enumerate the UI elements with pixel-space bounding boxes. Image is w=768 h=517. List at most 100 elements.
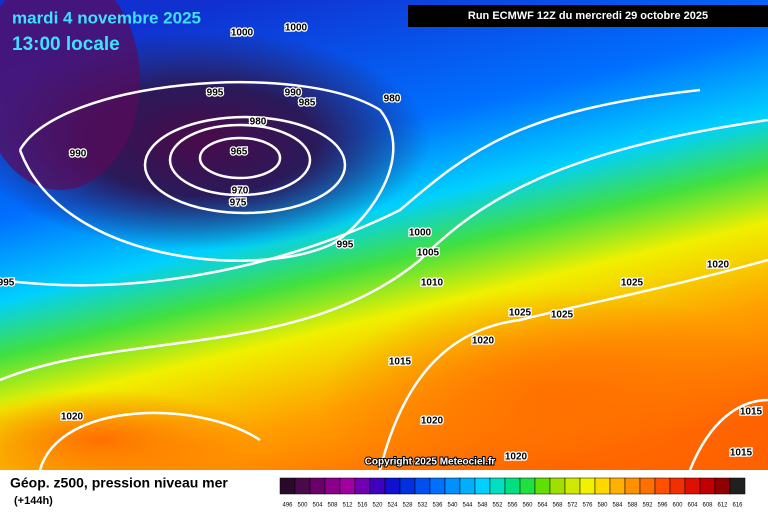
scale-swatch <box>669 477 686 495</box>
scale-swatch <box>414 477 431 495</box>
scale-swatch <box>384 477 401 495</box>
scale-label: 600 <box>672 503 683 509</box>
scale-label: 596 <box>657 503 668 509</box>
scale-swatch <box>309 477 326 495</box>
isobar-label: 965 <box>231 147 248 158</box>
scale-label: 524 <box>387 503 398 509</box>
isobar-label: 1010 <box>421 278 444 289</box>
isobar-label: 1020 <box>707 260 730 271</box>
scale-label: 552 <box>492 503 503 509</box>
scale-swatch <box>654 477 671 495</box>
isobar-label: 1025 <box>509 308 532 319</box>
isobar-label: 1015 <box>730 448 753 459</box>
scale-swatch <box>294 477 311 495</box>
isobar-label: 1000 <box>285 23 308 34</box>
scale-swatch <box>324 477 341 495</box>
scale-label: 592 <box>642 503 653 509</box>
scale-label: 604 <box>687 503 698 509</box>
scale-swatch <box>609 477 626 495</box>
isobar-label: 1000 <box>231 28 254 39</box>
scale-label: 564 <box>537 503 548 509</box>
scale-swatch <box>489 477 506 495</box>
scale-label: 536 <box>432 503 443 509</box>
isobar-label: 980 <box>250 117 267 128</box>
isobar-label: 1025 <box>551 310 574 321</box>
isobar-label: 995 <box>337 240 354 251</box>
warm-region <box>320 290 768 510</box>
scale-swatch <box>534 477 551 495</box>
scale-swatch <box>519 477 536 495</box>
scale-swatch <box>474 477 491 495</box>
run-box <box>408 5 768 27</box>
footer-lead: (+144h) <box>14 495 53 507</box>
scale-swatch <box>429 477 446 495</box>
color-scale: 496 500 504 508 512 516 520 524 528 532 536 540 544 5… <box>279 477 746 509</box>
scale-swatch <box>699 477 716 495</box>
cold-pool <box>0 0 140 190</box>
scale-swatch <box>354 477 371 495</box>
scale-label: 520 <box>372 503 383 509</box>
isobar-label: 970 <box>232 186 249 197</box>
scale-label: 512 <box>342 503 353 509</box>
scale-label: 500 <box>297 503 308 509</box>
scale-swatch <box>594 477 611 495</box>
isobar-label: 975 <box>230 198 247 209</box>
scale-swatch <box>714 477 731 495</box>
isobar-label: 995 <box>207 88 224 99</box>
date: mardi 4 novembre 2025 <box>12 8 201 27</box>
isobar-label: 985 <box>299 98 316 109</box>
scale-label: 560 <box>522 503 533 509</box>
scale-label: 548 <box>477 503 488 509</box>
scale-swatch <box>459 477 476 495</box>
scale-label: 608 <box>702 503 713 509</box>
isobar-label: 980 <box>384 94 401 105</box>
isobar-label: 1020 <box>421 416 444 427</box>
isobar-label: 1020 <box>472 336 495 347</box>
scale-label: 576 <box>582 503 593 509</box>
scale-label: 544 <box>462 503 473 509</box>
scale-swatch <box>444 477 461 495</box>
time: 13:00 locale <box>12 34 120 55</box>
scale-label: 612 <box>717 503 728 509</box>
isobar-label: 990 <box>285 88 302 99</box>
isobar-label: 1025 <box>621 278 644 289</box>
scale-swatch <box>639 477 656 495</box>
isobars <box>0 80 768 471</box>
run-text: Run ECMWF 12Z du mercredi 29 octobre 202… <box>468 10 708 22</box>
scale-label: 532 <box>417 503 428 509</box>
isobar-label: 1020 <box>505 452 528 463</box>
scale-label: 556 <box>507 503 518 509</box>
scale-label: 516 <box>357 503 368 509</box>
scale-label: 496 <box>282 503 293 509</box>
scale-swatch <box>279 477 296 495</box>
scale-swatch <box>549 477 566 495</box>
scale-swatch <box>504 477 521 495</box>
scale-swatch <box>579 477 596 495</box>
copyright: Copyright 2025 Meteociel.fr <box>365 457 496 468</box>
scale-label: 568 <box>552 503 563 509</box>
isobar-label: 995 <box>0 278 15 289</box>
scale-swatch <box>369 477 386 495</box>
isobar-label: 1015 <box>740 407 763 418</box>
scale-label: 588 <box>627 503 638 509</box>
scale-swatch <box>729 477 746 495</box>
scale-swatch <box>339 477 356 495</box>
scale-swatch <box>684 477 701 495</box>
scale-label: 540 <box>447 503 458 509</box>
isobar-label: 1015 <box>389 357 412 368</box>
isobar-label: 1005 <box>417 248 440 259</box>
scale-label: 508 <box>327 503 338 509</box>
isobar-label: 1000 <box>409 228 432 239</box>
warm-region <box>0 390 260 490</box>
isobar-label: 990 <box>70 149 87 160</box>
scale-label: 584 <box>612 503 623 509</box>
scale-swatch <box>624 477 641 495</box>
scale-label: 580 <box>597 503 608 509</box>
footer-title: Géop. z500, pression niveau mer <box>10 475 228 491</box>
isobar-label: 1020 <box>61 412 84 423</box>
scale-swatch <box>564 477 581 495</box>
scale-label: 572 <box>567 503 578 509</box>
scale-label: 504 <box>312 503 323 509</box>
